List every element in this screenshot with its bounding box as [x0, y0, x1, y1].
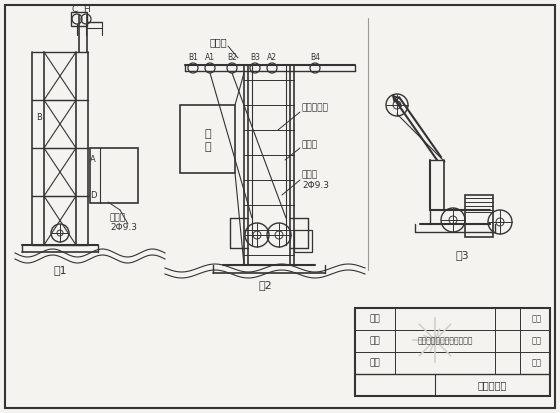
- Text: 图1: 图1: [53, 265, 67, 275]
- Text: H: H: [83, 5, 90, 14]
- Text: 对重架: 对重架: [302, 140, 318, 150]
- Text: 日期: 日期: [532, 358, 542, 368]
- Text: A: A: [90, 156, 96, 164]
- Bar: [180, 105, 235, 173]
- Text: A1: A1: [205, 54, 215, 62]
- Bar: [294, 230, 312, 252]
- Text: 缆风绳: 缆风绳: [302, 171, 318, 180]
- Text: 2Φ9.3: 2Φ9.3: [110, 223, 137, 233]
- Text: B2: B2: [227, 54, 237, 62]
- Text: C: C: [72, 5, 78, 14]
- Text: 2Φ9.3: 2Φ9.3: [302, 180, 329, 190]
- Text: 审核: 审核: [370, 358, 380, 368]
- Text: 提升钢丝绳: 提升钢丝绳: [302, 104, 329, 112]
- Bar: [465, 195, 493, 237]
- Text: B: B: [36, 114, 42, 123]
- Text: 图2: 图2: [258, 280, 272, 290]
- Text: 设计: 设计: [370, 315, 380, 323]
- Bar: [355, 308, 550, 396]
- Text: D: D: [90, 190, 96, 199]
- Text: 物料提升机安装施工示意图: 物料提升机安装施工示意图: [417, 337, 473, 346]
- Text: 栏: 栏: [204, 142, 211, 152]
- Text: A2: A2: [267, 54, 277, 62]
- Text: 编号: 编号: [532, 315, 542, 323]
- Bar: [71, 12, 87, 26]
- Text: 图号: 图号: [532, 337, 542, 346]
- Text: 缆风绳: 缆风绳: [110, 214, 126, 223]
- Text: 顶滑轮: 顶滑轮: [209, 37, 227, 47]
- Text: B3: B3: [250, 54, 260, 62]
- Text: B1: B1: [188, 54, 198, 62]
- Text: B4: B4: [310, 54, 320, 62]
- Text: 观光塔工程: 观光塔工程: [478, 380, 507, 390]
- Bar: [90, 148, 138, 203]
- Text: 吊: 吊: [204, 129, 211, 139]
- Text: 制图: 制图: [370, 337, 380, 346]
- Text: 图3: 图3: [455, 250, 469, 260]
